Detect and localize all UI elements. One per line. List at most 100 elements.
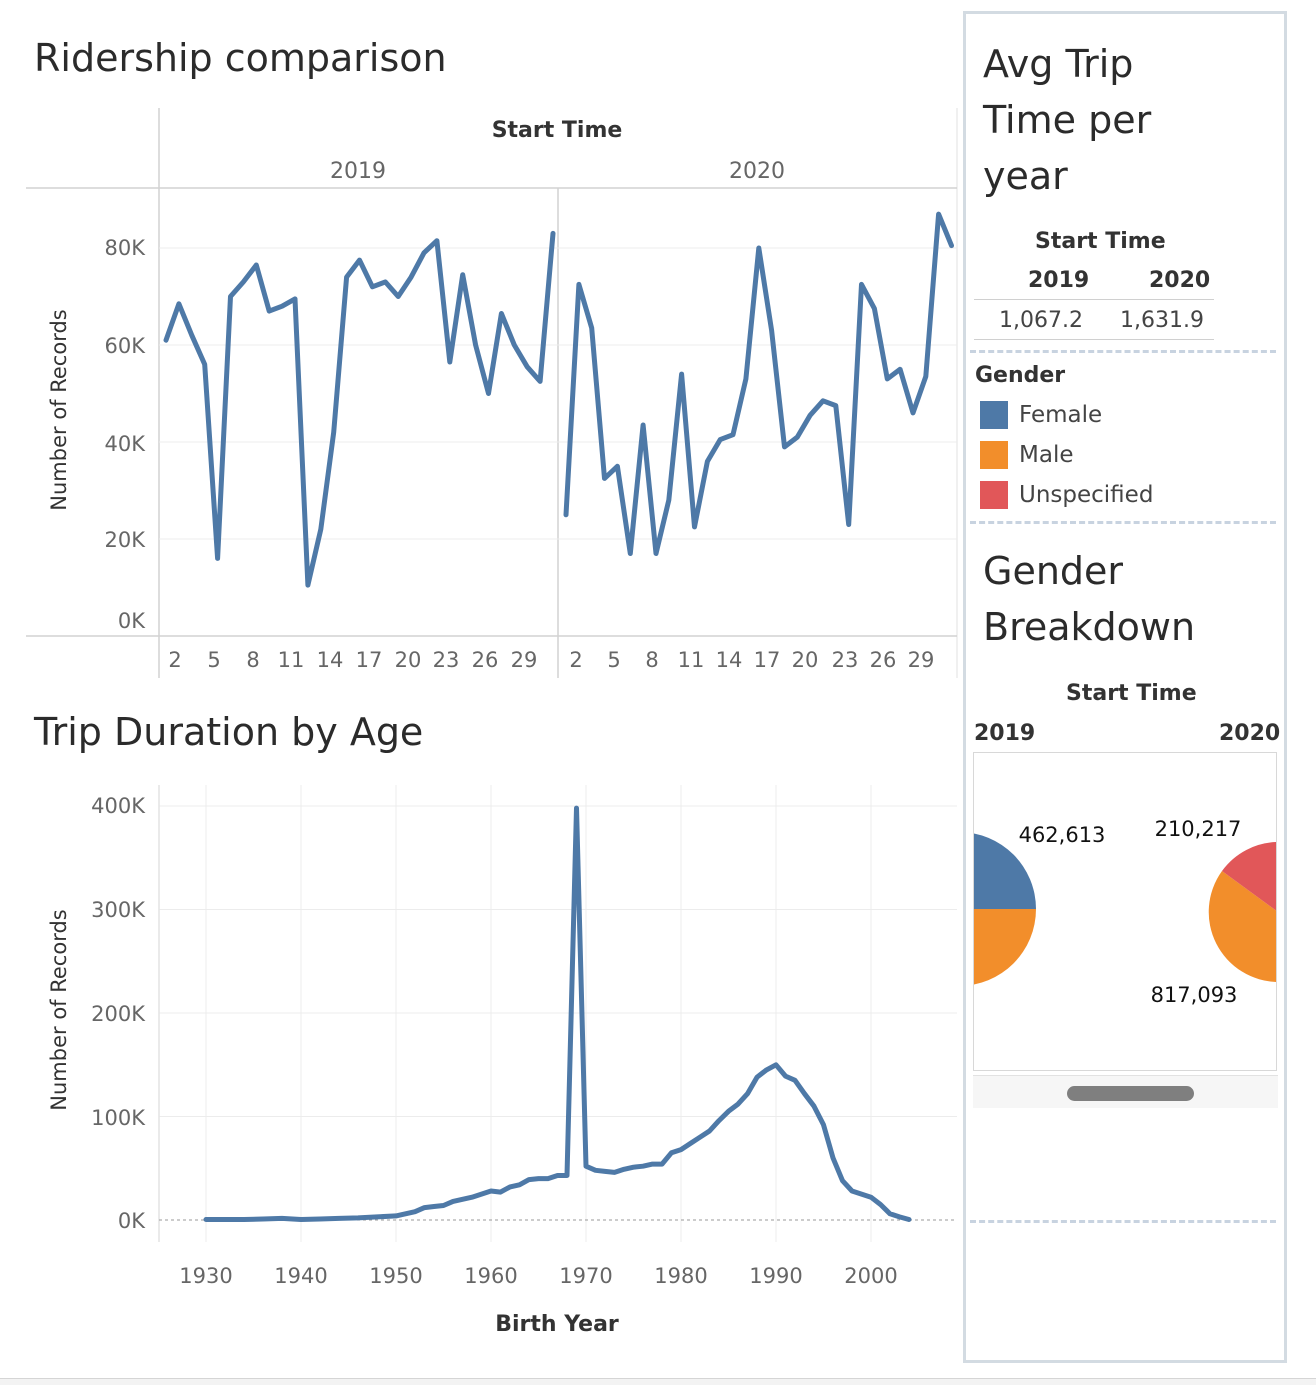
gender-breakdown-title: Gender Breakdown xyxy=(983,543,1195,655)
ridership-x-ticks-2020: 2 5 8 11 14 17 20 23 26 29 xyxy=(569,648,934,672)
trip-duration-chart: 400K 300K 200K 100K 0K Number of Records… xyxy=(47,785,957,1337)
ridership-title: Ridership comparison xyxy=(34,36,447,80)
x-tick: 1940 xyxy=(274,1264,327,1288)
trip-duration-xlabel: Birth Year xyxy=(495,1312,619,1337)
x-tick: 11 xyxy=(278,648,305,672)
right-panel xyxy=(963,11,1287,1363)
pie-slice-male-2020[interactable] xyxy=(1208,871,1277,982)
y-tick: 0K xyxy=(118,609,146,633)
ridership-line-2020[interactable] xyxy=(563,211,954,556)
ridership-panel-2019: 2019 xyxy=(330,159,386,184)
x-tick: 20 xyxy=(792,648,819,672)
x-tick: 2 xyxy=(569,648,582,672)
avg-trip-title-line: Avg Trip xyxy=(983,42,1134,86)
pie-slice-female-2019[interactable] xyxy=(974,832,1036,909)
x-tick: 23 xyxy=(433,648,460,672)
avg-trip-header: Start Time xyxy=(1035,229,1166,254)
x-tick: 23 xyxy=(832,648,859,672)
y-tick: 80K xyxy=(105,236,147,260)
x-tick: 5 xyxy=(207,648,220,672)
x-tick: 1930 xyxy=(179,1264,232,1288)
avg-trip-table-line xyxy=(974,299,1214,300)
y-tick: 0K xyxy=(118,1209,146,1233)
ridership-panel-2020: 2020 xyxy=(729,159,785,184)
trip-duration-title: Trip Duration by Age xyxy=(34,710,424,754)
x-tick: 2 xyxy=(168,648,181,672)
avg-trip-value-2020: 1,631.9 xyxy=(1120,308,1204,333)
gender-breakdown-year-2020: 2020 xyxy=(1219,721,1281,746)
legend-item-unspecified[interactable]: Unspecified xyxy=(980,481,1153,509)
ridership-gridlines xyxy=(159,247,957,540)
gender-breakdown-title-line: Breakdown xyxy=(983,605,1196,649)
gender-breakdown-header: Start Time xyxy=(1066,681,1197,706)
x-tick: 5 xyxy=(607,648,620,672)
gender-breakdown-year-2019: 2019 xyxy=(974,721,1036,746)
x-tick: 1950 xyxy=(369,1264,422,1288)
trip-duration-line[interactable] xyxy=(203,805,912,1222)
avg-trip-title-line: Time per xyxy=(983,98,1152,142)
x-tick: 26 xyxy=(870,648,897,672)
y-tick: 60K xyxy=(105,334,147,358)
trip-duration-gridlines xyxy=(159,785,957,1242)
x-tick: 17 xyxy=(356,648,383,672)
ridership-x-ticks-2019: 2 5 8 11 14 17 20 23 26 29 xyxy=(168,648,537,672)
bottom-scrollbar[interactable] xyxy=(0,1378,1316,1385)
y-tick: 40K xyxy=(105,432,147,456)
avg-trip-year-2020: 2020 xyxy=(1149,268,1211,293)
gender-pie-viewport[interactable]: 462,613 210,217 817,093 xyxy=(973,752,1277,1071)
legend-swatch xyxy=(980,481,1008,509)
x-tick: 2000 xyxy=(844,1264,897,1288)
pie-slice-unspecified-2020[interactable] xyxy=(1222,842,1277,912)
x-tick: 1960 xyxy=(464,1264,517,1288)
avg-trip-title-line: year xyxy=(983,154,1068,198)
legend-item-male[interactable]: Male xyxy=(980,441,1073,469)
ridership-line-2019[interactable] xyxy=(163,230,556,588)
y-tick: 400K xyxy=(91,794,146,818)
ridership-ylabel: Number of Records xyxy=(47,309,71,510)
separator xyxy=(970,350,1276,353)
avg-trip-year-2019: 2019 xyxy=(1028,268,1090,293)
legend-title: Gender xyxy=(975,363,1066,388)
y-tick: 100K xyxy=(91,1106,146,1130)
x-tick: 14 xyxy=(317,648,344,672)
x-tick: 29 xyxy=(511,648,538,672)
ridership-y-ticks: 80K 60K 40K 20K 0K xyxy=(105,236,147,633)
avg-trip-table-bottom xyxy=(974,339,1214,340)
legend-label: Female xyxy=(1019,402,1103,428)
avg-trip-title: Avg Trip Time per year xyxy=(983,36,1151,204)
separator xyxy=(970,521,1276,524)
x-tick: 8 xyxy=(246,648,259,672)
x-tick: 29 xyxy=(908,648,935,672)
ridership-chart: Start Time 2019 2020 80K 60K 40K 20K 0K … xyxy=(26,108,958,678)
legend-swatch xyxy=(980,401,1008,429)
trip-duration-ylabel: Number of Records xyxy=(47,909,71,1110)
legend-item-female[interactable]: Female xyxy=(980,401,1102,429)
x-tick: 1990 xyxy=(749,1264,802,1288)
legend-label: Unspecified xyxy=(1019,482,1154,508)
y-tick: 20K xyxy=(105,528,147,552)
y-tick: 200K xyxy=(91,1002,146,1026)
trip-duration-x-ticks: 1930 1940 1950 1960 1970 1980 1990 2000 xyxy=(179,1264,897,1288)
gender-breakdown-title-line: Gender xyxy=(983,549,1124,593)
legend-swatch xyxy=(980,441,1008,469)
trip-duration-y-ticks: 400K 300K 200K 100K 0K xyxy=(91,794,146,1233)
x-tick: 8 xyxy=(645,648,658,672)
separator xyxy=(970,1220,1276,1223)
x-tick: 26 xyxy=(472,648,499,672)
horizontal-scrollbar-thumb[interactable] xyxy=(1067,1086,1194,1101)
pie-label: 210,217 xyxy=(1155,817,1242,841)
gender-pie-chart: 462,613 210,217 817,093 xyxy=(974,817,1277,1007)
pie-label: 817,093 xyxy=(1151,983,1238,1007)
y-tick: 300K xyxy=(91,898,146,922)
pie-slice-male-2019[interactable] xyxy=(974,909,1036,986)
ridership-header: Start Time xyxy=(492,118,623,143)
x-tick: 14 xyxy=(716,648,743,672)
legend-label: Male xyxy=(1019,442,1074,468)
pie-label: 462,613 xyxy=(1019,823,1106,847)
x-tick: 20 xyxy=(395,648,422,672)
x-tick: 1980 xyxy=(654,1264,707,1288)
avg-trip-value-2019: 1,067.2 xyxy=(999,308,1083,333)
x-tick: 1970 xyxy=(559,1264,612,1288)
x-tick: 17 xyxy=(754,648,781,672)
x-tick: 11 xyxy=(678,648,705,672)
